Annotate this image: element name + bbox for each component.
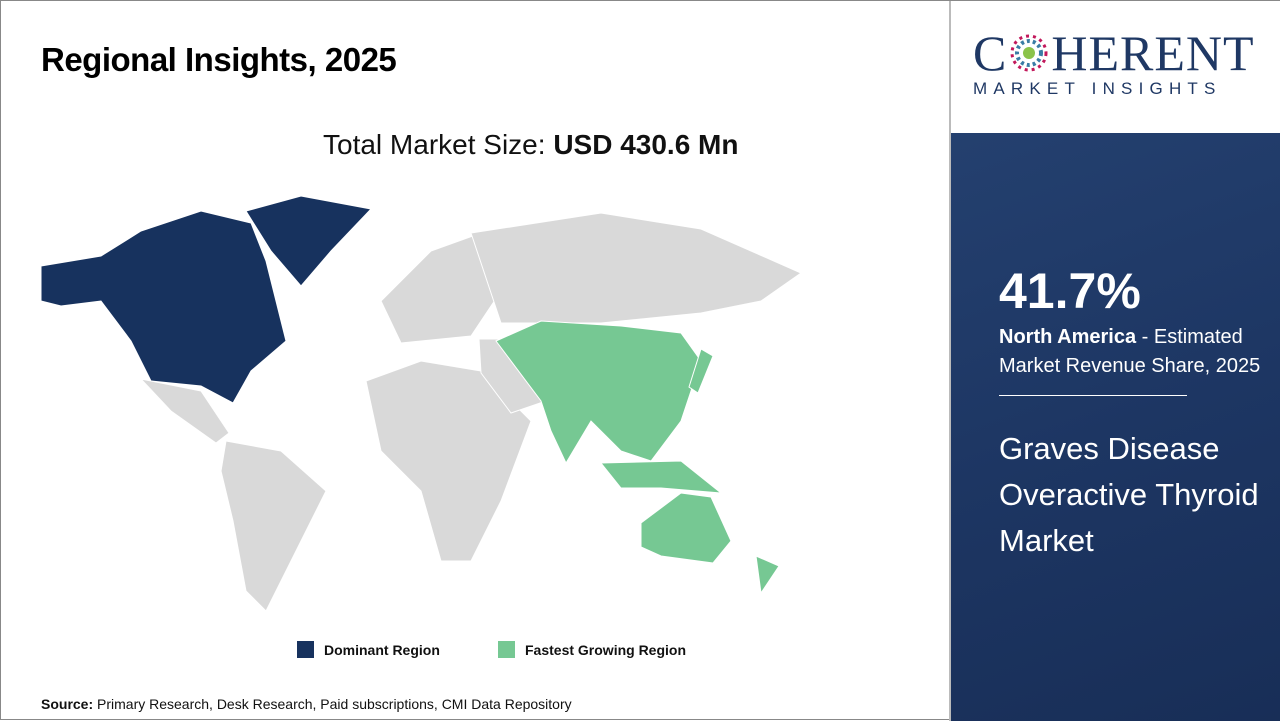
logo-tagline: MARKET INSIGHTS bbox=[973, 79, 1222, 98]
source-label: Source: bbox=[41, 696, 94, 712]
share-percent: 41.7% bbox=[999, 263, 1141, 319]
share-desc-text: - Estimated Market Revenue Share, 2025 bbox=[999, 326, 1261, 377]
logo-text: HERENT bbox=[1051, 25, 1255, 81]
source-note: Source: Primary Research, Desk Research,… bbox=[41, 696, 572, 712]
region-russia bbox=[470, 212, 803, 324]
region-north-america bbox=[40, 210, 287, 404]
legend-swatch bbox=[498, 641, 515, 658]
total-value: USD 430.6 Mn bbox=[553, 129, 739, 160]
region-japan bbox=[688, 348, 714, 394]
source-text: Primary Research, Desk Research, Paid su… bbox=[93, 696, 572, 712]
logo: C HERENT MARKET INSIGHTS bbox=[951, 1, 1280, 133]
side-panel: C HERENT MARKET INSIGHTS 41.7% North Ame… bbox=[949, 1, 1280, 721]
region-central-america bbox=[139, 378, 230, 444]
region-new-zealand bbox=[755, 555, 780, 595]
region-indonesia bbox=[599, 460, 723, 494]
region-greenland bbox=[245, 195, 372, 287]
divider bbox=[999, 395, 1187, 396]
region-africa bbox=[365, 360, 532, 562]
region-asia bbox=[495, 320, 702, 465]
share-description: North America - Estimated Market Revenue… bbox=[999, 323, 1269, 381]
page-title: Regional Insights, 2025 bbox=[41, 41, 397, 78]
legend-fastest: Fastest Growing Region bbox=[498, 641, 686, 658]
region-australia bbox=[640, 492, 732, 564]
legend-swatch bbox=[297, 641, 314, 658]
legend-dominant: Dominant Region bbox=[297, 641, 440, 658]
world-map bbox=[40, 195, 803, 612]
globe-dots-icon bbox=[1010, 34, 1048, 72]
share-region: North America bbox=[999, 326, 1137, 348]
total-market-size: Total Market Size: USD 430.6 Mn bbox=[323, 129, 738, 161]
region-south-america bbox=[220, 440, 327, 612]
legend-label: Fastest Growing Region bbox=[525, 641, 687, 658]
logo-letter: C bbox=[973, 25, 1008, 81]
highlight-panel: 41.7% North America - Estimated Market R… bbox=[951, 133, 1280, 721]
legend-label: Dominant Region bbox=[324, 641, 440, 658]
market-name: Graves Disease Overactive Thyroid Market bbox=[999, 431, 1259, 558]
total-label: Total Market Size: bbox=[323, 129, 554, 160]
